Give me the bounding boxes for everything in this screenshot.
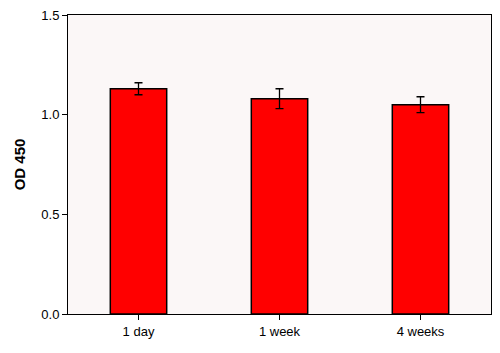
svg-text:4 weeks: 4 weeks [397,324,445,339]
svg-text:1.0: 1.0 [41,107,59,122]
svg-text:1.5: 1.5 [41,8,59,23]
svg-text:0.0: 0.0 [41,307,59,322]
svg-text:1 week: 1 week [259,324,301,339]
svg-text:OD 450: OD 450 [11,139,28,191]
svg-text:1 day: 1 day [123,324,155,339]
svg-text:0.5: 0.5 [41,207,59,222]
